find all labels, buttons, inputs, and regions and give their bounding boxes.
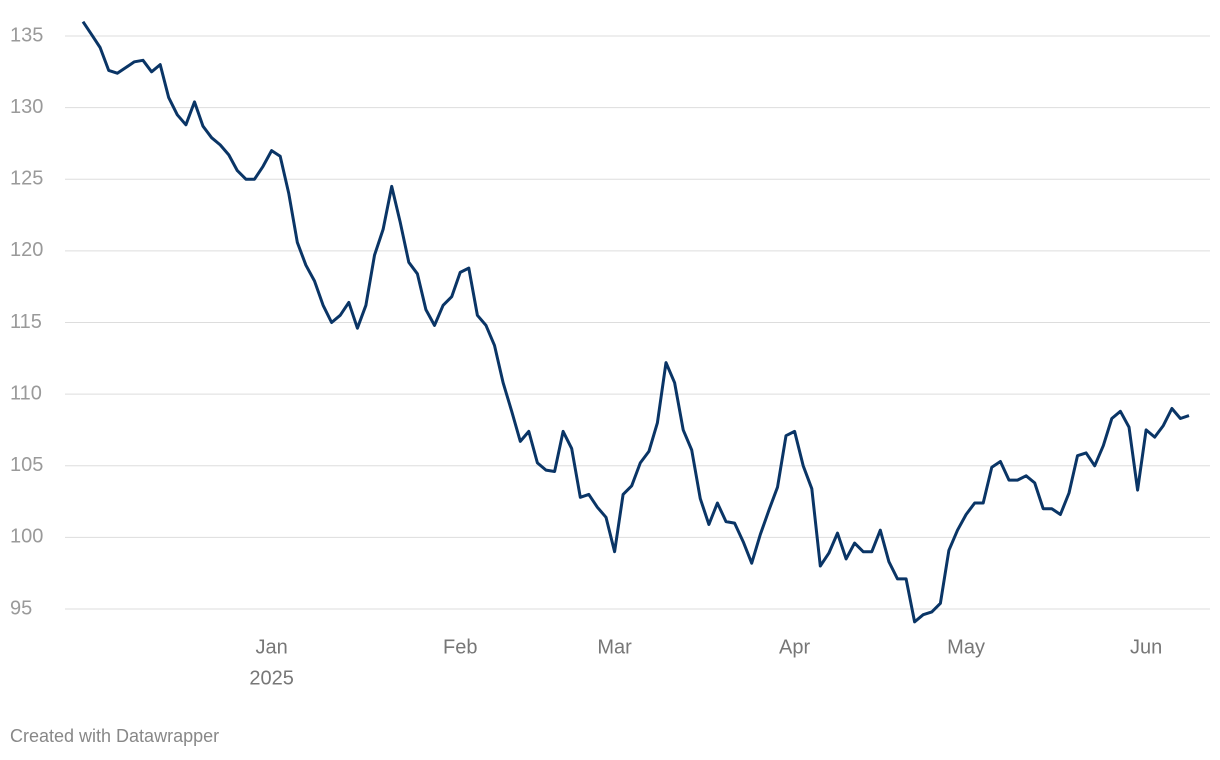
- y-tick-label: 115: [10, 311, 42, 333]
- y-tick-label: 120: [10, 239, 43, 261]
- x-year-label: 2025: [249, 667, 294, 689]
- x-tick-label: Apr: [779, 636, 810, 658]
- y-tick-label: 130: [10, 96, 43, 118]
- x-tick-label: May: [947, 636, 985, 658]
- x-tick-label: Feb: [443, 636, 477, 658]
- y-tick-label: 125: [10, 168, 43, 190]
- credit: Created with Datawrapper: [10, 726, 219, 746]
- y-tick-label: 105: [10, 454, 43, 476]
- y-tick-label: 110: [10, 382, 42, 404]
- x-tick-label: Jun: [1130, 636, 1162, 658]
- x-tick-label: Mar: [597, 636, 632, 658]
- x-tick-label: Jan: [255, 636, 287, 658]
- y-tick-label: 135: [10, 24, 43, 46]
- y-tick-label: 95: [10, 597, 32, 619]
- y-tick-label: 100: [10, 526, 43, 548]
- data-line: [81, 20, 1190, 624]
